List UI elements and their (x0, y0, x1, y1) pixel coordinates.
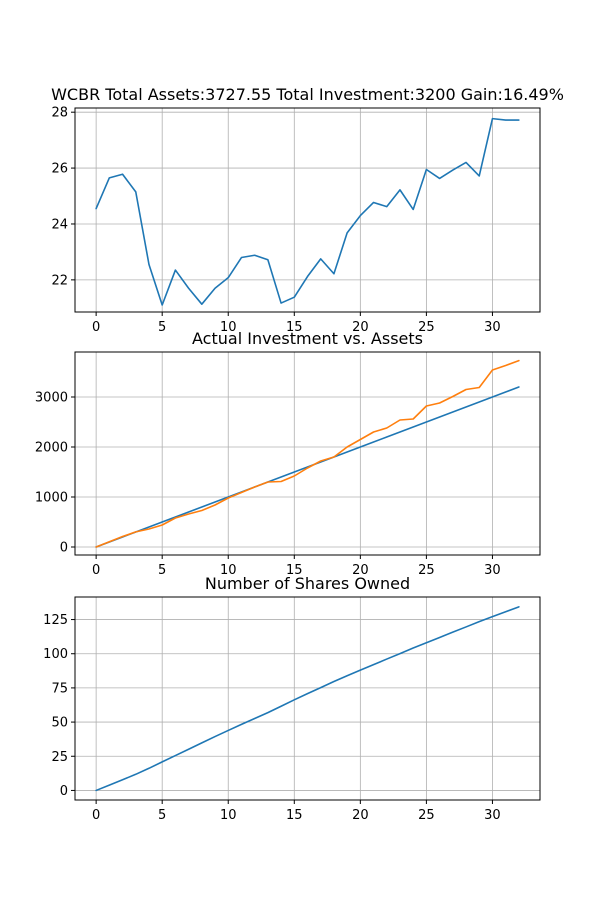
series-line-1 (95, 606, 520, 792)
y-tick-label: 25 (51, 750, 68, 765)
x-tick-label: 10 (220, 320, 237, 335)
axes-frame (74, 351, 541, 556)
chart-title: WCBR Total Assets:3727.55 Total Investme… (51, 85, 564, 104)
y-tick-label: 22 (51, 273, 68, 288)
x-tick-label: 25 (418, 320, 435, 335)
x-tick-label: 25 (418, 563, 435, 578)
x-tick-label: 30 (484, 563, 501, 578)
chart-title: Actual Investment vs. Assets (192, 329, 423, 348)
x-tick-label: 10 (220, 563, 237, 578)
series-line-2 (95, 359, 520, 548)
x-tick-label: 25 (418, 808, 435, 823)
chart-panel-1: 0 5 10 15 20 25 30 22 24 26 28 WCBR Total Assets:37… (51, 85, 564, 335)
y-tick-label: 26 (51, 162, 68, 177)
y-tick-label: 28 (51, 106, 68, 121)
series-line-1 (95, 117, 520, 306)
chart-panel-2: 0 5 10 15 20 25 30 0 1000 2000 3000 Actual Investme… (35, 329, 541, 578)
x-tick-label: 20 (352, 808, 369, 823)
y-tick-label: 1000 (35, 491, 68, 506)
y-tick-label: 3000 (35, 391, 68, 406)
series-line-1 (95, 386, 520, 548)
y-tick-label: 125 (43, 613, 68, 628)
x-tick-label: 20 (352, 320, 369, 335)
x-tick-label: 30 (484, 808, 501, 823)
x-tick-label: 15 (286, 808, 303, 823)
y-tick-label: 100 (43, 647, 68, 662)
y-tick-label: 75 (51, 681, 68, 696)
x-tick-label: 0 (92, 320, 100, 335)
x-tick-label: 5 (158, 563, 166, 578)
y-tick-label: 24 (51, 217, 68, 232)
y-tick-label: 0 (60, 784, 68, 799)
axes-frame (74, 107, 541, 313)
y-tick-label: 50 (51, 716, 68, 731)
x-tick-label: 15 (286, 320, 303, 335)
axes-frame (74, 596, 541, 801)
x-tick-label: 0 (92, 563, 100, 578)
y-tick-label: 2000 (35, 441, 68, 456)
chart-panel-3: 0 5 10 15 20 25 30 0 25 50 75 100 125 Number of Share… (43, 574, 541, 823)
chart-title: Number of Shares Owned (205, 574, 410, 593)
x-tick-label: 10 (220, 808, 237, 823)
y-tick-label: 0 (60, 541, 68, 556)
x-tick-label: 5 (158, 320, 166, 335)
x-tick-label: 30 (484, 320, 501, 335)
x-tick-label: 15 (286, 563, 303, 578)
x-tick-label: 5 (158, 808, 166, 823)
x-tick-label: 20 (352, 563, 369, 578)
x-tick-label: 0 (92, 808, 100, 823)
